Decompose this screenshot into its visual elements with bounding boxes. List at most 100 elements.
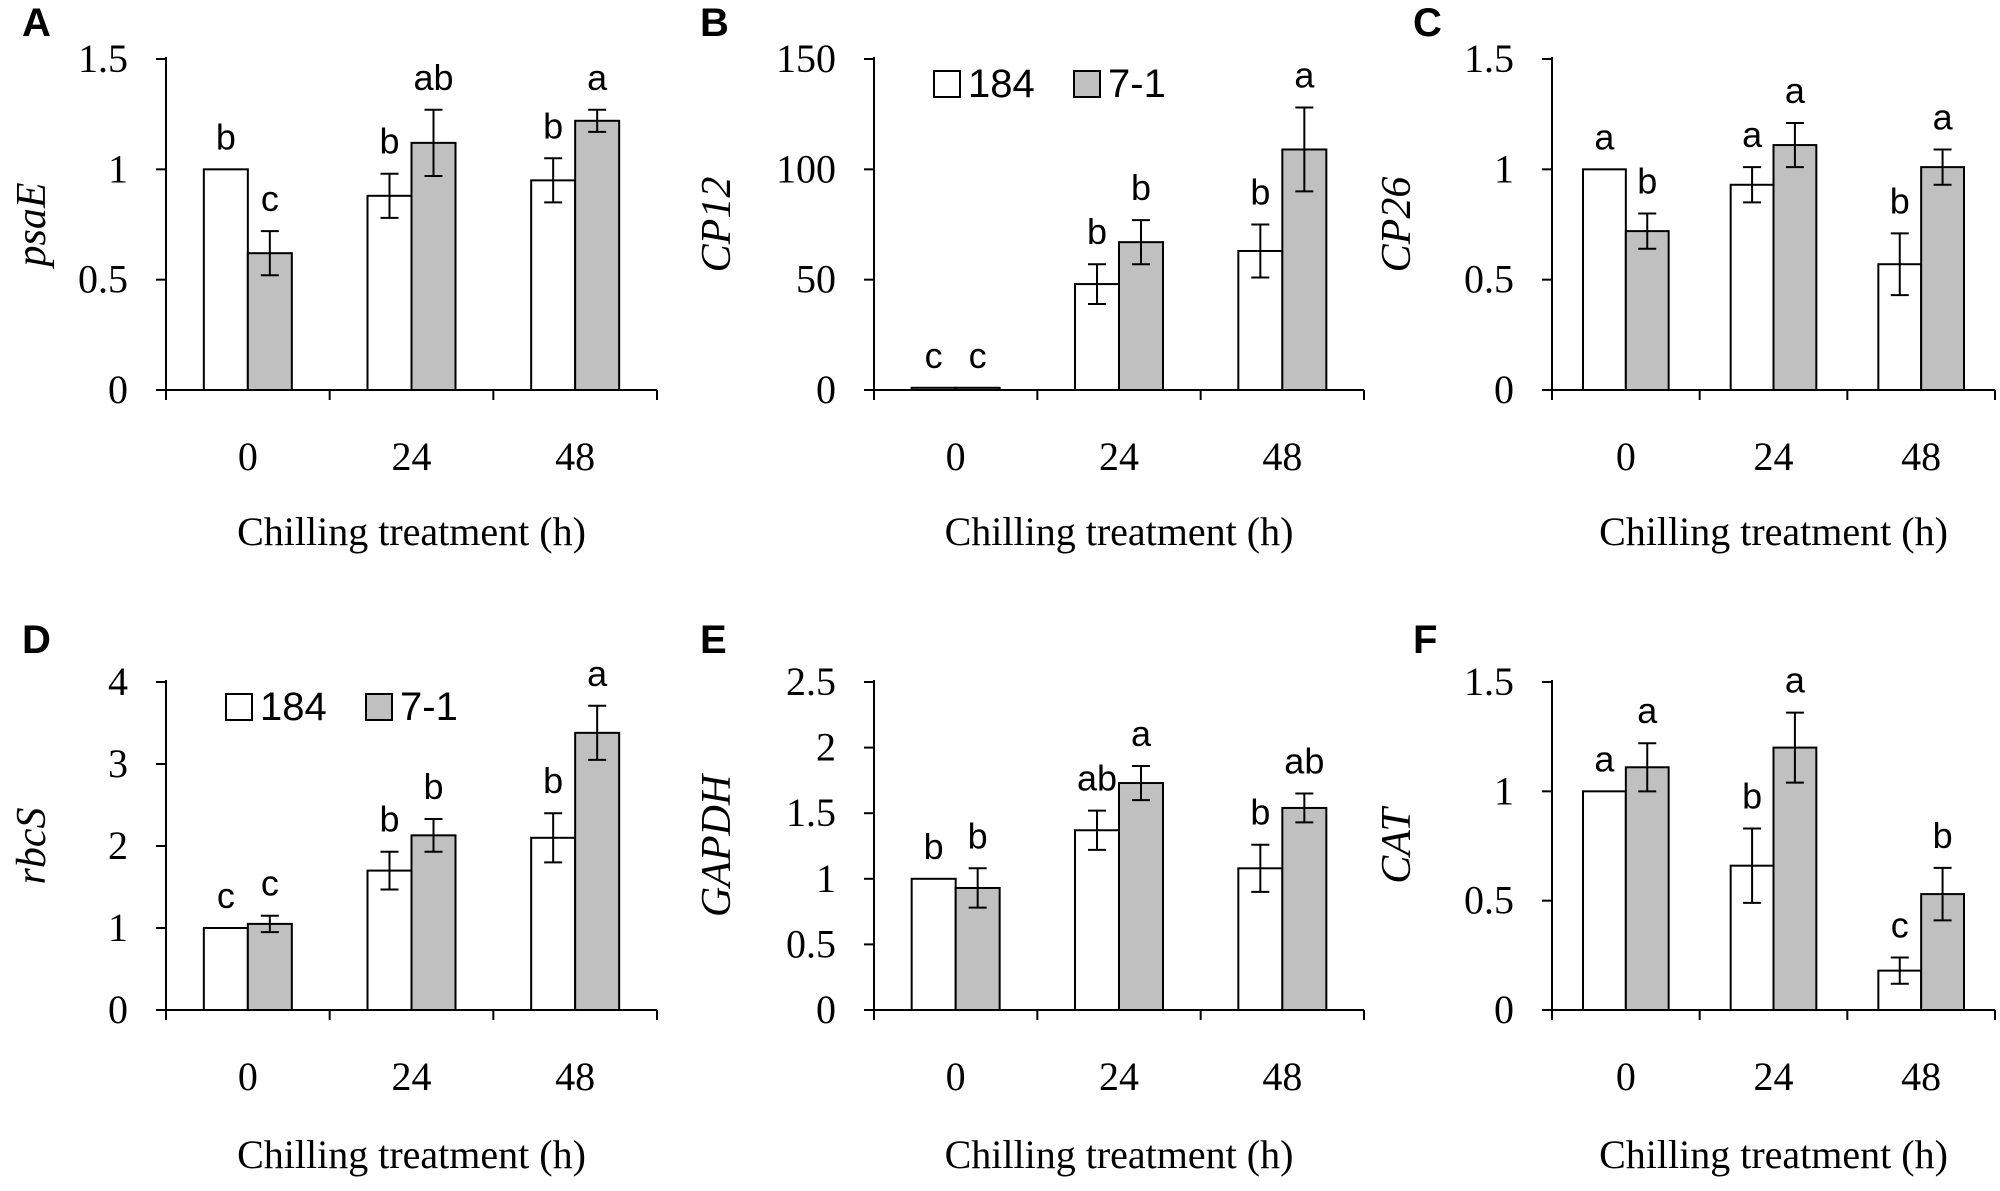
bar-7-1-0 <box>246 252 293 391</box>
y-tick-label: 2 <box>816 725 836 770</box>
y-tick-label: 1 <box>108 146 128 191</box>
x-axis-label: Chilling treatment (h) <box>945 1132 1294 1177</box>
significance-letter: a <box>1785 660 1806 701</box>
significance-letter: b <box>1933 815 1953 856</box>
y-axis-label: psaE <box>9 183 55 270</box>
significance-letter: b <box>216 116 236 157</box>
bar-184-48 <box>530 179 577 391</box>
significance-letter: b <box>924 826 944 867</box>
significance-letter: b <box>968 815 988 856</box>
significance-letter: ab <box>1077 758 1117 799</box>
significance-letter: a <box>1131 713 1152 754</box>
y-tick-label: 0 <box>816 987 836 1032</box>
legend-swatch-184 <box>933 70 961 98</box>
y-tick-label: 0 <box>1494 987 1514 1032</box>
bar-7-1-48 <box>1281 806 1328 1012</box>
x-tick-label: 24 <box>392 1054 432 1099</box>
x-axis-label: Chilling treatment (h) <box>237 509 586 554</box>
x-axis-label: Chilling treatment (h) <box>1599 1132 1948 1177</box>
significance-letter: c <box>969 335 987 376</box>
x-axis-label: Chilling treatment (h) <box>945 509 1294 554</box>
y-tick-label: 1.5 <box>1464 659 1514 704</box>
y-tick-label: 4 <box>108 659 128 704</box>
legend-label: 184 <box>260 685 327 729</box>
x-tick-label: 0 <box>1616 1054 1636 1099</box>
x-tick-label: 48 <box>555 1054 595 1099</box>
bar-7-1-24 <box>410 141 457 391</box>
significance-letter: b <box>1250 172 1270 213</box>
significance-letter: ab <box>1284 741 1324 782</box>
bar-184-0 <box>202 927 249 1011</box>
x-tick-label: 0 <box>946 1054 966 1099</box>
bar-7-1-0 <box>954 886 1001 1012</box>
y-tick-label: 0 <box>108 987 128 1032</box>
significance-letter: b <box>1637 160 1657 201</box>
y-axis-label: CP26 <box>1374 177 1420 273</box>
x-tick-label: 48 <box>1901 1054 1941 1099</box>
panel-e: E00.511.522.50 24 48babbbaabGAPDHChilling … <box>694 618 1365 1177</box>
y-tick-label: 50 <box>796 257 836 302</box>
y-tick-label: 0 <box>816 367 836 412</box>
significance-letter: b <box>379 799 399 840</box>
y-tick-label: 1 <box>1494 146 1514 191</box>
panel-letter: B <box>700 1 729 45</box>
y-tick-label: 0.5 <box>1464 257 1514 302</box>
y-tick-label: 0.5 <box>786 921 836 966</box>
legend-swatch-7-1 <box>365 693 393 721</box>
significance-letter: a <box>587 653 608 694</box>
significance-letter: c <box>217 875 235 916</box>
significance-letter: a <box>1785 70 1806 111</box>
x-tick-label: 24 <box>1099 434 1139 479</box>
significance-letter: b <box>1087 211 1107 252</box>
significance-letter: a <box>1637 690 1658 731</box>
bar-7-1-24 <box>1772 144 1818 391</box>
significance-letter: b <box>543 760 563 801</box>
x-tick-label: 0 <box>946 434 966 479</box>
significance-letter: a <box>1742 114 1763 155</box>
bar-7-1-0 <box>1624 230 1670 391</box>
y-axis-label: CAT <box>1374 806 1420 884</box>
bar-184-24 <box>366 194 413 391</box>
y-tick-label: 100 <box>776 146 836 191</box>
bar-184-24 <box>1729 183 1775 391</box>
bar-184-0 <box>910 386 957 392</box>
x-tick-label: 0 <box>238 1054 258 1099</box>
x-tick-label: 48 <box>1262 434 1302 479</box>
bar-7-1-0 <box>954 386 1001 392</box>
y-tick-label: 0.5 <box>78 257 128 302</box>
y-tick-label: 2.5 <box>786 659 836 704</box>
bar-7-1-48 <box>574 731 621 1012</box>
significance-letter: b <box>1742 776 1762 817</box>
significance-letter: a <box>1933 96 1954 137</box>
y-axis-label: GAPDH <box>694 772 740 917</box>
bar-184-0 <box>1582 168 1627 391</box>
significance-letter: ab <box>413 57 453 98</box>
x-tick-label: 24 <box>1754 1054 1794 1099</box>
bar-7-1-48 <box>1920 166 1965 391</box>
bar-184-24 <box>366 869 413 1011</box>
x-tick-label: 48 <box>1262 1054 1302 1099</box>
bar-184-48 <box>530 836 577 1011</box>
significance-letter: a <box>587 57 608 98</box>
significance-letter: b <box>1131 167 1151 208</box>
panel-letter: C <box>1413 1 1442 45</box>
legend-label: 7-1 <box>1108 62 1166 106</box>
x-tick-label: 24 <box>1099 1054 1139 1099</box>
panel-letter: D <box>22 618 51 662</box>
legend-swatch-184 <box>225 693 253 721</box>
y-axis-label: rbcS <box>9 808 55 885</box>
bar-184-24 <box>1074 829 1120 1011</box>
x-tick-label: 24 <box>1754 434 1794 479</box>
bar-7-1-24 <box>1118 241 1164 391</box>
significance-letter: c <box>1891 905 1909 946</box>
y-axis-label: CP12 <box>694 177 740 273</box>
bar-7-1-24 <box>1118 782 1164 1011</box>
significance-letter: b <box>543 105 563 146</box>
panel-letter: A <box>22 1 51 45</box>
significance-letter: b <box>379 121 399 162</box>
y-tick-label: 1.5 <box>78 36 128 81</box>
